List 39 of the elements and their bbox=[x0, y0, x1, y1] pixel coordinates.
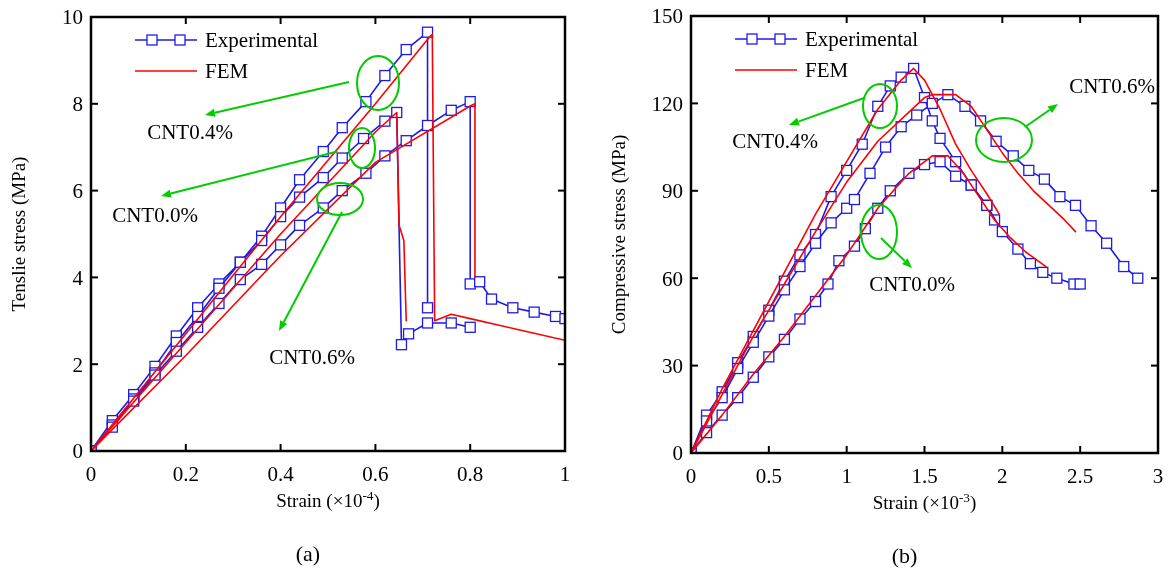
y-axis-title: Compressive stress (MPa) bbox=[608, 134, 630, 335]
x-tick-label: 0.2 bbox=[172, 462, 199, 486]
y-tick-label: 30 bbox=[662, 353, 683, 378]
annotation: CNT0.4% bbox=[147, 120, 233, 145]
x-tick-label: 3 bbox=[1152, 464, 1164, 488]
y-tick-label: 8 bbox=[72, 92, 83, 117]
legend-label: Experimental bbox=[805, 27, 919, 52]
x-tick-label: 2.5 bbox=[1067, 464, 1094, 488]
annotation: CNT0.0% bbox=[869, 272, 955, 297]
x-tick-label: 1 bbox=[841, 464, 852, 488]
y-tick-label: 6 bbox=[72, 178, 83, 203]
y-tick-label: 90 bbox=[662, 179, 683, 204]
text: (a) bbox=[295, 541, 321, 566]
x-axis-title: Strain (×10$^{-3}$) bbox=[872, 489, 977, 514]
y-tick-label: 10 bbox=[62, 5, 83, 30]
y-tick-label: 2 bbox=[72, 352, 83, 377]
y-axis-title: Tenslie stress (MPa) bbox=[8, 156, 30, 312]
text: (b) bbox=[891, 543, 918, 568]
x-tick-label: 0.8 bbox=[457, 462, 484, 486]
y-tick-label: 0 bbox=[72, 439, 83, 464]
legend-label: FEM bbox=[205, 59, 249, 84]
y-tick-label: 4 bbox=[72, 265, 84, 290]
x-tick-label: 0.6 bbox=[362, 462, 389, 486]
annotation: CNT0.6% bbox=[269, 345, 355, 370]
x-axis-title: Strain (×10$^{-4}$) bbox=[276, 487, 380, 512]
annotation: CNT0.6% bbox=[1069, 74, 1155, 99]
y-tick-label: 0 bbox=[672, 441, 683, 466]
x-tick-label: 1 bbox=[559, 462, 571, 486]
y-tick-label: 150 bbox=[651, 4, 683, 29]
legend-label: FEM bbox=[805, 58, 849, 83]
legend-label: Experimental bbox=[205, 28, 319, 53]
annotation: CNT0.0% bbox=[112, 203, 198, 228]
x-tick-label: 1.5 bbox=[911, 464, 938, 488]
x-tick-label: 0.4 bbox=[267, 462, 295, 486]
y-tick-label: 60 bbox=[662, 266, 683, 291]
annotation: CNT0.4% bbox=[732, 129, 818, 154]
y-tick-label: 120 bbox=[651, 91, 683, 116]
x-tick-label: 0.5 bbox=[755, 464, 782, 488]
x-tick-label: 2 bbox=[997, 464, 1008, 488]
